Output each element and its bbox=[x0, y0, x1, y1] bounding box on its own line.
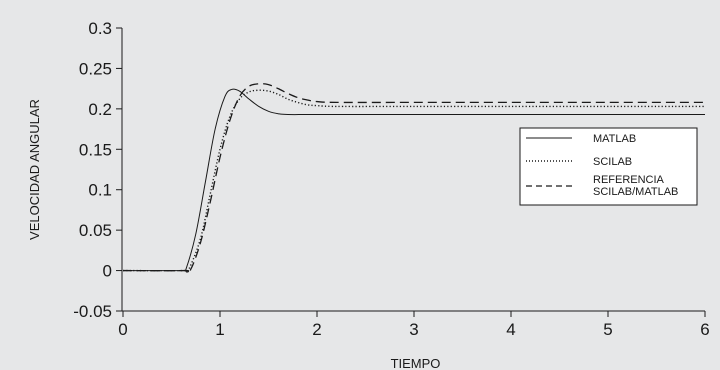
y-axis-ticks: -0.05 0 0.05 0.1 0.15 0.2 0.25 0.3 bbox=[73, 19, 122, 321]
y-tick-label: 0.1 bbox=[88, 181, 112, 200]
x-tick-label: 1 bbox=[215, 320, 224, 339]
legend-label: MATLAB bbox=[593, 133, 636, 145]
y-tick-label: 0 bbox=[103, 262, 112, 281]
x-axis-ticks: 0 1 2 3 4 5 6 bbox=[118, 311, 710, 339]
legend-label: SCILAB bbox=[593, 156, 632, 168]
series-layer bbox=[122, 83, 705, 273]
y-tick-label: 0.05 bbox=[79, 221, 112, 240]
y-tick-label: 0.2 bbox=[88, 100, 112, 119]
y-tick-label: 0.3 bbox=[88, 19, 112, 38]
legend-label: SCILAB/MATLAB bbox=[593, 186, 678, 198]
y-axis-label: VELOCIDAD ANGULAR bbox=[27, 99, 42, 240]
series-line-referencia-scilab-matlab bbox=[122, 83, 705, 273]
y-tick-label: 0.25 bbox=[79, 59, 112, 78]
x-tick-label: 5 bbox=[603, 320, 612, 339]
x-axis-label: TIEMPO bbox=[391, 356, 441, 370]
legend-box bbox=[519, 127, 698, 206]
series-line-matlab bbox=[122, 88, 705, 273]
y-tick-label: 0.15 bbox=[79, 140, 112, 159]
x-tick-label: 2 bbox=[312, 320, 321, 339]
legend-label: REFERENCIA bbox=[593, 174, 665, 186]
y-tick-label: -0.05 bbox=[73, 302, 112, 321]
x-tick-label: 3 bbox=[409, 320, 418, 339]
x-tick-label: 4 bbox=[506, 320, 515, 339]
x-tick-label: 0 bbox=[118, 320, 127, 339]
x-tick-label: 6 bbox=[700, 320, 709, 339]
series-line-scilab bbox=[122, 89, 705, 273]
